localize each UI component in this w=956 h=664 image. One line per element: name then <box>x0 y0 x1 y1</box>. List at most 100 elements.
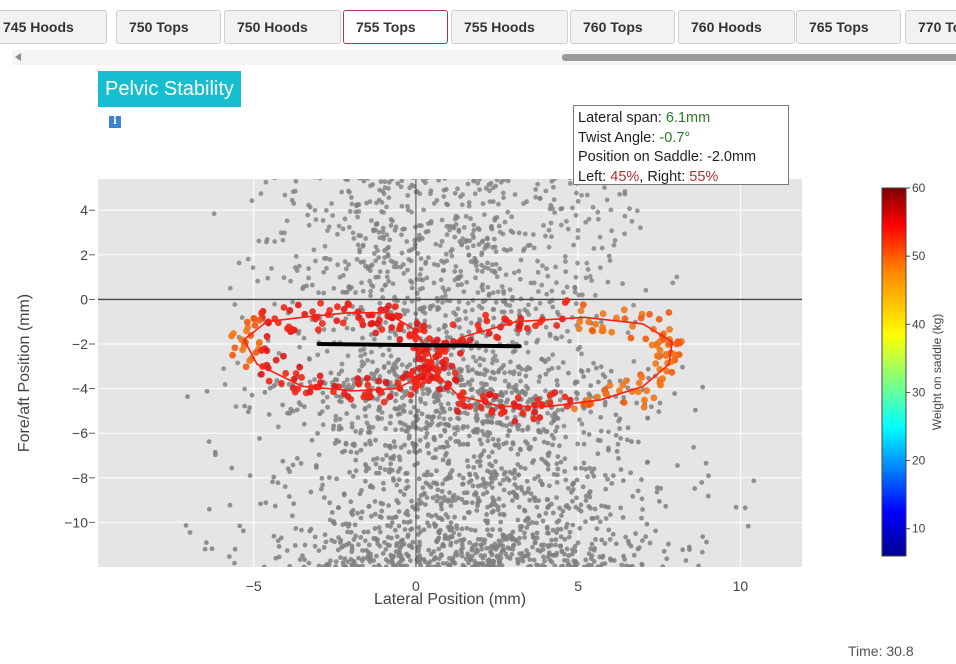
background-point <box>526 445 532 451</box>
background-point <box>265 275 271 281</box>
background-point <box>587 274 593 279</box>
background-point <box>468 478 474 483</box>
background-point <box>435 262 441 268</box>
trace-point <box>368 319 376 327</box>
background-point <box>451 530 457 536</box>
background-point <box>508 446 514 452</box>
info-icon[interactable]: i <box>109 116 121 128</box>
background-point <box>480 563 486 567</box>
tab-755-hoods[interactable]: 755 Hoods <box>451 10 568 44</box>
background-point <box>343 266 349 272</box>
background-point <box>522 466 528 471</box>
background-point <box>417 539 422 545</box>
trace-point <box>380 398 388 406</box>
tab-745-hoods[interactable]: 745 Hoods <box>0 10 107 44</box>
trace-point <box>366 393 374 401</box>
background-point <box>535 563 541 567</box>
background-point <box>474 412 480 418</box>
trace-point <box>363 374 371 382</box>
background-point <box>564 284 570 290</box>
background-point <box>380 457 385 462</box>
trace-point <box>426 335 433 343</box>
background-point <box>577 525 583 531</box>
background-point <box>586 216 592 222</box>
background-point <box>424 443 430 449</box>
background-point <box>557 505 563 511</box>
background-point <box>297 344 302 350</box>
background-point <box>324 348 330 354</box>
background-point <box>540 547 546 552</box>
tab-755-tops[interactable]: 755 Tops <box>343 10 448 44</box>
tab-760-hoods[interactable]: 760 Hoods <box>678 10 795 44</box>
background-point <box>410 539 416 545</box>
background-point <box>595 379 601 385</box>
background-point <box>431 280 437 286</box>
background-point <box>511 369 517 375</box>
background-point <box>292 188 298 194</box>
background-point <box>280 237 286 243</box>
background-point <box>472 562 478 567</box>
background-point <box>284 548 290 553</box>
background-point <box>583 466 588 472</box>
left-value: 45% <box>610 168 640 185</box>
background-point <box>471 235 477 240</box>
background-point <box>605 476 610 482</box>
background-point <box>447 416 453 422</box>
background-point <box>445 401 451 407</box>
background-point <box>468 320 474 326</box>
background-point <box>378 500 384 506</box>
background-point <box>598 319 604 325</box>
tab-750-tops[interactable]: 750 Tops <box>116 10 221 44</box>
background-point <box>546 450 552 456</box>
background-point <box>342 179 347 181</box>
background-point <box>558 459 564 465</box>
background-point <box>625 425 631 431</box>
background-point <box>332 441 338 446</box>
background-point <box>263 500 269 506</box>
scrollbar-thumb[interactable] <box>562 54 956 61</box>
background-point <box>379 410 385 415</box>
horizontal-scrollbar[interactable] <box>12 50 956 65</box>
background-point <box>393 427 398 433</box>
trace-point <box>228 332 235 340</box>
background-point <box>344 289 350 295</box>
background-point <box>461 441 467 447</box>
background-point <box>628 470 634 476</box>
background-point <box>639 561 645 567</box>
trace-point <box>412 335 419 343</box>
tab-760-tops[interactable]: 760 Tops <box>570 10 675 44</box>
background-point <box>436 414 442 420</box>
trace-point <box>629 322 636 330</box>
trace-point <box>561 299 569 307</box>
background-point <box>410 441 416 447</box>
background-point <box>518 464 524 470</box>
chart-title: Pelvic Stability <box>98 71 241 107</box>
background-point <box>560 508 566 514</box>
background-point <box>570 487 576 492</box>
background-point <box>456 299 462 305</box>
background-point <box>287 469 293 475</box>
background-point <box>323 208 329 213</box>
background-point <box>478 387 484 392</box>
background-point <box>294 268 300 273</box>
background-point <box>332 539 338 545</box>
trace-point <box>436 385 443 393</box>
background-point <box>589 516 595 521</box>
trace-point <box>459 389 467 396</box>
background-point <box>333 417 339 423</box>
background-point <box>381 191 387 197</box>
background-point <box>298 461 304 466</box>
trace-point <box>642 335 650 343</box>
background-point <box>545 530 550 536</box>
tab-765-tops[interactable]: 765 Tops <box>796 10 901 44</box>
background-point <box>444 223 450 229</box>
scroll-left-icon[interactable] <box>15 53 21 61</box>
background-point <box>459 241 465 246</box>
trace-point <box>292 370 300 377</box>
tab-770-tops[interactable]: 770 Tops <box>905 10 956 44</box>
background-point <box>293 179 299 184</box>
trace-point <box>536 414 544 421</box>
background-point <box>571 242 577 248</box>
background-point <box>686 544 692 550</box>
tab-750-hoods[interactable]: 750 Hoods <box>224 10 341 44</box>
